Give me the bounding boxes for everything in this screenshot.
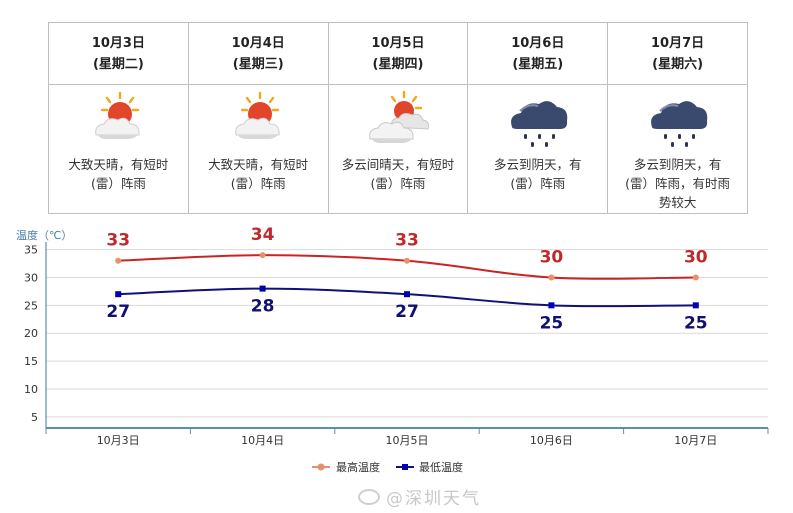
- legend-label: 最低温度: [419, 460, 463, 474]
- data-point: [115, 291, 122, 298]
- forecast-desc-line: (雷）阵雨: [510, 176, 566, 191]
- forecast-desc-line: (雷）阵雨: [230, 176, 286, 191]
- data-point: [404, 291, 410, 298]
- x-tick-label: 10月4日: [241, 434, 284, 447]
- forecast-date: 10月5日: [371, 35, 425, 51]
- legend-label: 最高温度: [336, 460, 380, 474]
- x-tick-label: 10月5日: [386, 434, 429, 447]
- data-label: 27: [106, 302, 130, 322]
- forecast-date: 10月6日: [511, 35, 565, 51]
- forecast-desc-line: 多云间晴天，有短时: [341, 157, 455, 172]
- forecast-day: 10月5日 (星期四) 多云间晴天，有短时 (雷）阵雨: [328, 23, 469, 213]
- forecast-desc-line: 大致天晴，有短时: [68, 157, 169, 172]
- forecast-desc-line: 势较大: [658, 195, 697, 210]
- forecast-date: 10月4日: [231, 35, 285, 51]
- cloudy-sunny-icon: [369, 90, 429, 143]
- y-tick-label: 5: [31, 411, 38, 424]
- forecast-day: 10月4日 (星期三) 大致天晴，有短时 (雷）阵雨: [188, 23, 329, 213]
- y-tick-label: 15: [24, 355, 38, 368]
- data-point: [692, 302, 699, 309]
- forecast-day-header: 10月3日 (星期二): [49, 23, 188, 85]
- legend-marker: [317, 463, 325, 471]
- y-tick-label: 10: [24, 383, 38, 396]
- data-label: 33: [106, 231, 130, 251]
- x-tick-label: 10月7日: [674, 434, 717, 447]
- forecast-weekday: (星期六): [652, 56, 704, 72]
- y-tick-label: 35: [24, 244, 38, 257]
- data-point: [115, 257, 122, 264]
- forecast-date: 10月7日: [651, 35, 705, 51]
- forecast-desc-line: (雷）阵雨: [90, 176, 146, 191]
- forecast-desc-line: (雷）阵雨: [370, 176, 426, 191]
- data-point: [548, 302, 555, 309]
- data-label: 33: [395, 231, 419, 251]
- rain-cloud-icon: [650, 101, 707, 147]
- forecast-desc-line: 多云到阴天，有: [633, 157, 722, 172]
- forecast-day: 10月6日 (星期五) 多云到阴天，有 (雷）阵雨: [468, 23, 609, 213]
- sun-cloud-icon: [95, 91, 140, 139]
- weibo-logo-icon: [358, 488, 380, 505]
- data-point: [259, 252, 266, 259]
- y-tick-label: 30: [24, 271, 38, 284]
- legend-marker: [402, 464, 408, 470]
- forecast-weekday: (星期三): [232, 56, 284, 72]
- forecast-desc-line: 多云到阴天，有: [494, 157, 582, 172]
- data-label: 30: [540, 247, 564, 267]
- sun-cloud-icon: [235, 91, 280, 139]
- forecast-weekday: (星期五): [512, 56, 564, 72]
- data-label: 27: [395, 302, 419, 322]
- data-point: [259, 285, 266, 292]
- forecast-table: 10月3日 (星期二) 大致天晴，有短时 (雷）阵雨 10月4日: [48, 22, 748, 214]
- y-tick-label: 20: [24, 327, 38, 340]
- data-label: 28: [251, 297, 275, 317]
- forecast-desc-line: 大致天晴，有短时: [208, 157, 309, 172]
- data-label: 30: [684, 247, 708, 267]
- data-label: 25: [684, 313, 708, 333]
- forecast-day-header: 10月6日 (星期五): [468, 23, 608, 85]
- y-tick-label: 25: [24, 299, 38, 312]
- data-point: [548, 274, 555, 281]
- data-point: [692, 274, 699, 281]
- data-point: [404, 257, 410, 264]
- forecast-desc-line: (雷）阵雨，有时雨: [625, 176, 731, 191]
- x-tick-label: 10月3日: [97, 434, 140, 447]
- data-label: 34: [251, 225, 275, 245]
- forecast-day-header: 10月7日 (星期六): [608, 23, 747, 85]
- watermark: @深圳天气: [358, 484, 481, 509]
- y-axis-label: 温度（℃）: [16, 228, 72, 242]
- x-tick-label: 10月6日: [530, 434, 573, 447]
- forecast-weekday: (星期四): [372, 56, 424, 72]
- data-label: 25: [540, 313, 564, 333]
- forecast-day: 10月7日 (星期六) 多云到阴天，有 (雷）阵雨，有时雨 势较大: [608, 23, 747, 213]
- forecast-date: 10月3日: [91, 35, 145, 51]
- forecast-weekday: (星期二): [92, 56, 144, 72]
- forecast-day-header: 10月4日 (星期三): [188, 23, 328, 85]
- watermark-text: @深圳天气: [386, 489, 481, 509]
- forecast-day: 10月3日 (星期二) 大致天晴，有短时 (雷）阵雨: [49, 23, 189, 213]
- forecast-day-header: 10月5日 (星期四): [328, 23, 468, 85]
- rain-cloud-icon: [510, 101, 568, 147]
